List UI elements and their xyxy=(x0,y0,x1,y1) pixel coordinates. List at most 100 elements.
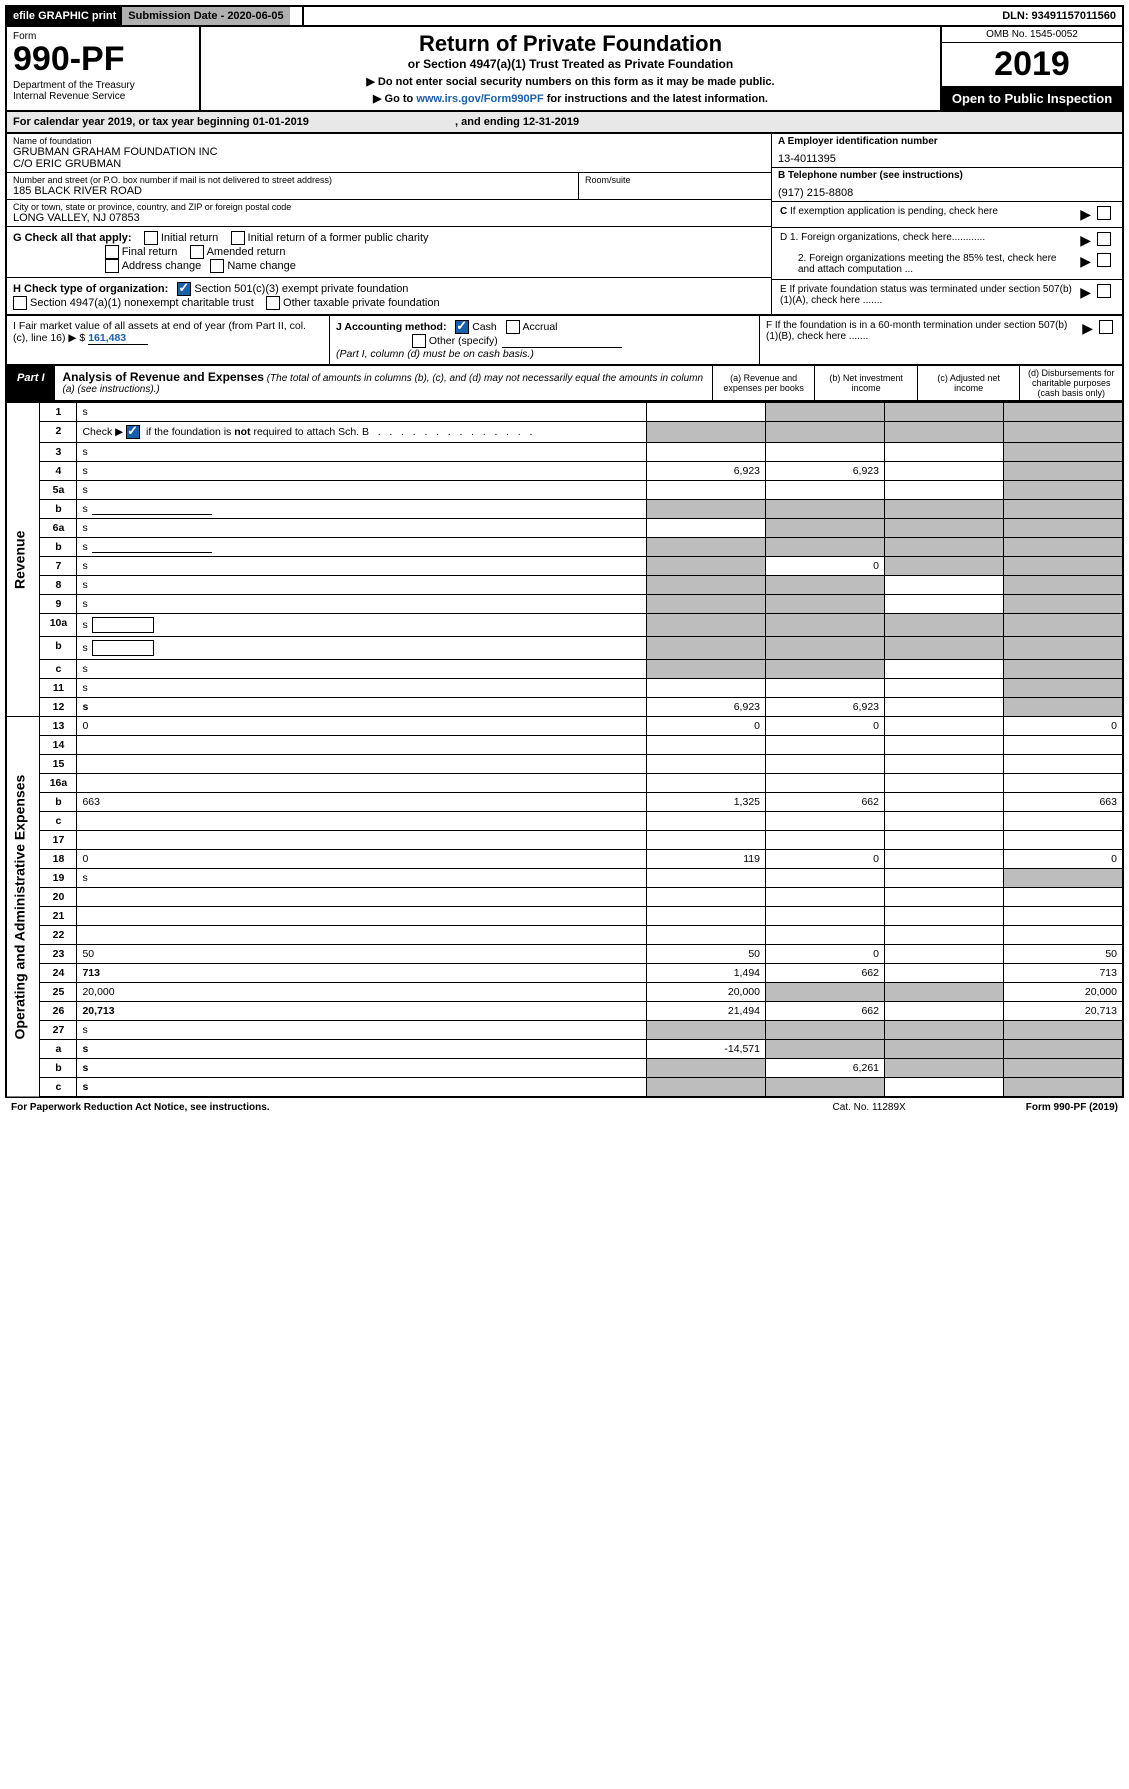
value-cell xyxy=(885,888,1004,907)
table-row: cs xyxy=(6,660,1123,679)
form-title: Return of Private Foundation xyxy=(209,31,932,57)
value-cell xyxy=(647,1059,766,1078)
value-cell xyxy=(885,500,1004,519)
line-number: 12 xyxy=(40,698,77,717)
value-cell xyxy=(647,500,766,519)
line-desc: s xyxy=(77,595,647,614)
value-cell xyxy=(1004,614,1124,637)
top-bar: efile GRAPHIC print Submission Date - 20… xyxy=(5,5,1124,27)
line-number: 23 xyxy=(40,945,77,964)
value-cell: 0 xyxy=(766,945,885,964)
f-checkbox[interactable] xyxy=(1099,320,1113,334)
value-cell xyxy=(766,422,885,443)
line-desc: s xyxy=(77,481,647,500)
d2-checkbox[interactable] xyxy=(1097,253,1111,267)
accrual-checkbox[interactable] xyxy=(506,320,520,334)
header-left: Form 990-PF Department of the Treasury I… xyxy=(7,27,201,110)
value-cell xyxy=(885,462,1004,481)
value-cell: 0 xyxy=(1004,717,1124,736)
expenses-label: Operating and Administrative Expenses xyxy=(6,717,40,1098)
other-tax-checkbox[interactable] xyxy=(266,296,280,310)
name-change-checkbox[interactable] xyxy=(210,259,224,273)
line-desc: s xyxy=(77,443,647,462)
h-row: H Check type of organization: Section 50… xyxy=(7,278,771,314)
value-cell xyxy=(885,614,1004,637)
value-cell xyxy=(766,519,885,538)
value-cell xyxy=(885,755,1004,774)
s501-checkbox[interactable] xyxy=(177,282,191,296)
value-cell xyxy=(1004,1040,1124,1059)
d1-checkbox[interactable] xyxy=(1097,232,1111,246)
value-cell xyxy=(647,926,766,945)
table-row: 15 xyxy=(6,755,1123,774)
s4947-checkbox[interactable] xyxy=(13,296,27,310)
value-cell xyxy=(766,907,885,926)
value-cell xyxy=(647,869,766,888)
value-cell: 0 xyxy=(766,850,885,869)
value-cell xyxy=(766,595,885,614)
line-desc: s xyxy=(77,637,647,660)
value-cell: 1,325 xyxy=(647,793,766,812)
revenue-label: Revenue xyxy=(6,403,40,717)
other-spec-checkbox[interactable] xyxy=(412,334,426,348)
initial-return-checkbox[interactable] xyxy=(144,231,158,245)
value-cell xyxy=(885,660,1004,679)
j-label: J Accounting method: xyxy=(336,321,446,333)
value-cell xyxy=(1004,755,1124,774)
value-cell xyxy=(885,717,1004,736)
value-cell xyxy=(885,1078,1004,1098)
value-cell xyxy=(647,422,766,443)
col-d-head: (d) Disbursements for charitable purpose… xyxy=(1019,366,1122,400)
final-return-checkbox[interactable] xyxy=(105,245,119,259)
initial-pub-checkbox[interactable] xyxy=(231,231,245,245)
cash-checkbox[interactable] xyxy=(455,320,469,334)
c-checkbox[interactable] xyxy=(1097,206,1111,220)
value-cell: 50 xyxy=(647,945,766,964)
e-checkbox[interactable] xyxy=(1097,284,1111,298)
value-cell xyxy=(647,403,766,422)
line-desc: s xyxy=(77,1021,647,1040)
instr-pre: ▶ Go to xyxy=(373,93,416,105)
value-cell xyxy=(766,983,885,1002)
schb-checkbox[interactable] xyxy=(126,425,140,439)
amended-checkbox[interactable] xyxy=(190,245,204,259)
value-cell: 6,923 xyxy=(647,462,766,481)
value-cell: 662 xyxy=(766,964,885,983)
value-cell xyxy=(647,736,766,755)
i-value: 161,483 xyxy=(88,332,148,345)
addr-change-checkbox[interactable] xyxy=(105,259,119,273)
value-cell xyxy=(766,660,885,679)
tax-year: 2019 xyxy=(942,43,1122,87)
value-cell xyxy=(885,557,1004,576)
info-block: Name of foundation GRUBMAN GRAHAM FOUNDA… xyxy=(5,134,1124,316)
value-cell: -14,571 xyxy=(647,1040,766,1059)
line-number: b xyxy=(40,637,77,660)
line-desc: s xyxy=(77,869,647,888)
arrow-icon: ▶ xyxy=(1080,206,1091,223)
value-cell xyxy=(647,443,766,462)
line-number: b xyxy=(40,1059,77,1078)
line-desc: s xyxy=(77,698,647,717)
name-value: GRUBMAN GRAHAM FOUNDATION INC C/O ERIC G… xyxy=(13,146,765,170)
value-cell xyxy=(1004,557,1124,576)
line-number: 11 xyxy=(40,679,77,698)
table-row: 27s xyxy=(6,1021,1123,1040)
a-label: A Employer identification number xyxy=(778,136,1116,147)
value-cell xyxy=(885,831,1004,850)
cat-no: Cat. No. 11289X xyxy=(833,1102,906,1113)
d1-label: D 1. Foreign organizations, check here..… xyxy=(780,232,1074,243)
irs-link[interactable]: www.irs.gov/Form990PF xyxy=(416,93,543,105)
accrual-label: Accrual xyxy=(523,321,558,333)
value-cell xyxy=(1004,926,1124,945)
table-row: 18011900 xyxy=(6,850,1123,869)
value-cell xyxy=(885,1059,1004,1078)
cal-end: , and ending 12-31-2019 xyxy=(455,116,579,128)
header-center: Return of Private Foundation or Section … xyxy=(201,27,940,110)
line-desc: s xyxy=(77,679,647,698)
value-cell xyxy=(885,1002,1004,1021)
table-row: 2520,00020,00020,000 xyxy=(6,983,1123,1002)
dln-label: DLN: 93491157011560 xyxy=(996,7,1122,25)
amended-label: Amended return xyxy=(207,246,286,258)
omb-number: OMB No. 1545-0052 xyxy=(942,27,1122,43)
city-label: City or town, state or province, country… xyxy=(13,202,765,212)
